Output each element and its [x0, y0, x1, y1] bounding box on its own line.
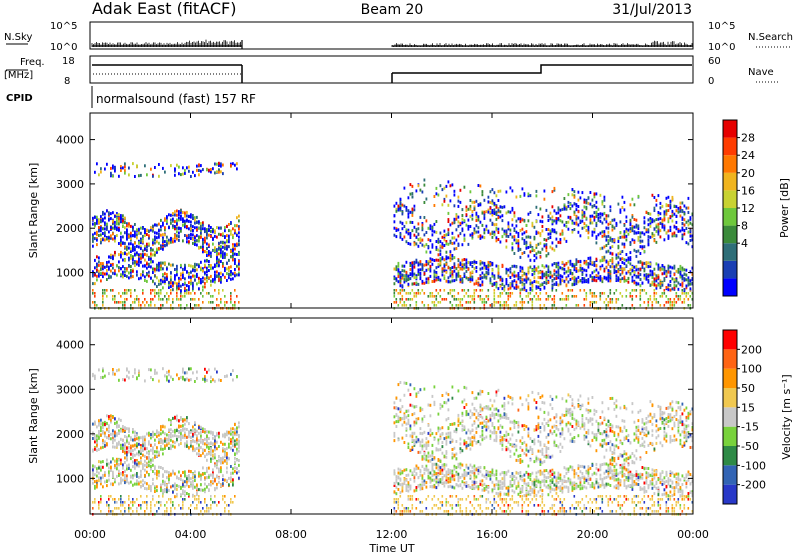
nsky-tick-high: 10^5 [50, 21, 77, 32]
velocity-colorbar-swatch-6 [723, 368, 737, 388]
freq-label-1: Freq. [20, 57, 45, 68]
power-colorbar-swatch-2 [723, 243, 737, 261]
power-colorbar-swatch-8 [723, 137, 737, 156]
power-heatmap-panel: 4000 3000 2000 1000 Slant Range [km] [27, 112, 694, 310]
nsearch-tick-high: 10^5 [708, 21, 735, 32]
velocity-colorbar-tick-label-6: -100 [741, 459, 766, 472]
time-tick-label-6: 00:00 [677, 528, 709, 541]
velocity-colorbar-swatch-2 [723, 446, 737, 466]
velocity-colorbar-swatch-3 [723, 426, 737, 446]
power-ytick-label-3: 1000 [56, 267, 84, 280]
velocity-colorbar-tick-label-1: 100 [741, 363, 762, 376]
velocity-ylabel: Slant Range [km] [27, 368, 40, 464]
velocity-cells [92, 367, 694, 516]
power-colorbar-swatch-0 [723, 278, 737, 296]
date-title: 31/Jul/2013 [612, 2, 692, 18]
time-tick-label-2: 08:00 [275, 528, 307, 541]
freq-trace [92, 64, 692, 83]
velocity-heatmap-panel: 4000 3000 2000 1000 Slant Range [km] [27, 317, 694, 516]
velocity-colorbar-tick-label-2: 50 [741, 382, 755, 395]
time-tick-label-0: 00:00 [74, 528, 106, 541]
power-colorbar-label: Power [dB] [778, 178, 791, 238]
power-plot-background [90, 113, 693, 308]
power-colorbar-swatch-4 [723, 208, 737, 226]
nsky-panel-frame [89, 21, 694, 50]
velocity-colorbar-swatch-0 [723, 484, 737, 504]
time-axis: 00:00 04:00 08:00 12:00 16:00 20:00 00:00 [74, 528, 709, 541]
power-ytick-label-1: 3000 [56, 178, 84, 191]
nsky-label: N.Sky [4, 32, 32, 43]
time-axis-label: Time UT [368, 542, 414, 554]
power-colorbar-swatch-6 [723, 172, 737, 191]
power-ylabel: Slant Range [km] [27, 163, 40, 259]
time-tick-label-3: 12:00 [376, 528, 408, 541]
velocity-colorbar-swatch-8 [723, 330, 737, 350]
power-colorbar-tick-label-5: 8 [741, 220, 748, 233]
power-colorbar-swatch-5 [723, 190, 737, 208]
power-colorbar-tick-label-6: 4 [741, 237, 748, 250]
station-title: Adak East (fitACF) [92, 0, 236, 18]
power-ytick-label-0: 4000 [56, 134, 84, 147]
velocity-colorbar-tick-label-5: -50 [741, 440, 759, 453]
power-colorbar-tick-label-1: 24 [741, 149, 755, 162]
cpid-label: CPID [6, 93, 33, 104]
nsky-tick-low: 10^0 [50, 42, 77, 53]
nave-label: Nave [748, 67, 774, 78]
freq-tick-low: 8 [64, 76, 70, 87]
time-tick-label-5: 20:00 [577, 528, 609, 541]
freq-tick-high: 18 [62, 56, 75, 67]
power-colorbar-tick-label-3: 16 [741, 184, 755, 197]
power-colorbar: 28 24 20 16 12 8 4 Power [dB] [722, 119, 791, 297]
power-colorbar-tick-label-0: 28 [741, 132, 755, 145]
velocity-ytick-label-0: 4000 [56, 339, 84, 352]
beam-title: Beam 20 [361, 2, 424, 18]
velocity-ytick-label-3: 1000 [56, 472, 84, 485]
freq-line-late [392, 64, 692, 74]
power-colorbar-swatch-1 [723, 260, 737, 279]
power-colorbar-tick-label-2: 20 [741, 167, 755, 180]
velocity-colorbar-tick-label-7: -200 [741, 479, 766, 492]
power-ytick-label-2: 2000 [56, 222, 84, 235]
power-colorbar-swatch-9 [723, 120, 737, 138]
velocity-colorbar-label: Velocity [m s⁻¹] [780, 374, 793, 459]
velocity-ytick-label-1: 3000 [56, 383, 84, 396]
time-tick-label-4: 16:00 [476, 528, 508, 541]
velocity-colorbar: 200 100 50 15 -15 -50 -100 -200 Velocity [m s⁻¹] [722, 329, 793, 505]
nsearch-tick-low: 10^0 [708, 42, 735, 53]
velocity-colorbar-tick-label-0: 200 [741, 343, 762, 356]
velocity-colorbar-swatch-1 [723, 465, 737, 485]
velocity-colorbar-tick-label-4: -15 [741, 421, 759, 434]
cpid-text: normalsound (fast) 157 RF [96, 92, 256, 106]
power-colorbar-swatch-3 [723, 225, 737, 244]
nave-tick-high: 60 [708, 56, 721, 67]
nsearch-label: N.Search [748, 32, 793, 43]
velocity-colorbar-swatch-7 [723, 349, 737, 369]
velocity-colorbar-tick-label-3: 15 [741, 401, 755, 414]
velocity-colorbar-frame [722, 329, 738, 505]
nsky-trace [91, 39, 693, 49]
velocity-colorbar-swatch-5 [723, 388, 737, 408]
nave-tick-low: 0 [708, 76, 714, 87]
velocity-ytick-label-2: 2000 [56, 428, 84, 441]
power-colorbar-tick-label-4: 12 [741, 202, 755, 215]
freq-label-2: [MHz] [4, 70, 33, 81]
power-colorbar-swatch-7 [723, 155, 737, 173]
velocity-colorbar-swatch-4 [723, 407, 737, 427]
time-tick-label-1: 04:00 [175, 528, 207, 541]
